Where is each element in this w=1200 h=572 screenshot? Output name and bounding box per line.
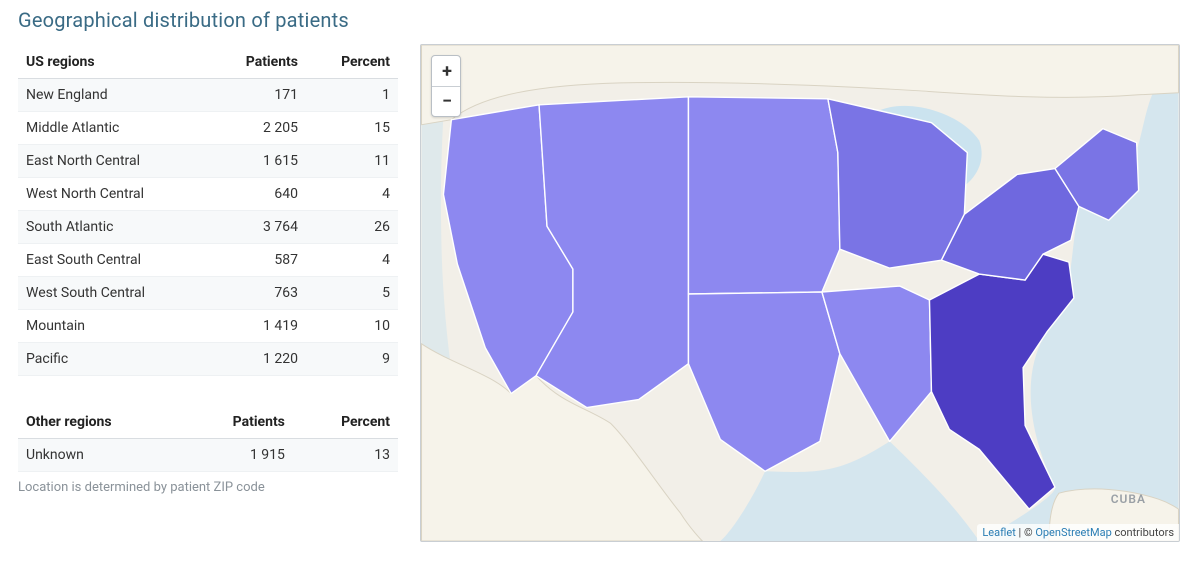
col-region: Other regions [18,404,182,439]
col-patients: Patients [182,404,292,439]
tables-panel: US regions Patients Percent New England1… [18,44,398,495]
cell-percent: 5 [306,277,398,310]
cell-percent: 4 [306,178,398,211]
table-row: Mountain1 41910 [18,310,398,343]
cell-percent: 10 [306,310,398,343]
cell-region: Mountain [18,310,209,343]
map-attribution: Leaflet | © OpenStreetMap contributors [977,524,1179,541]
attr-sep: | © [1016,526,1036,539]
cell-patients: 640 [209,178,306,211]
cell-region: West South Central [18,277,209,310]
cell-patients: 1 915 [182,439,292,472]
cell-percent: 15 [306,112,398,145]
cell-percent: 9 [306,343,398,376]
cell-percent: 4 [306,244,398,277]
cell-patients: 1 419 [209,310,306,343]
col-patients: Patients [209,44,306,79]
cell-region: East North Central [18,145,209,178]
cell-region: South Atlantic [18,211,209,244]
cell-patients: 587 [209,244,306,277]
cell-region: Unknown [18,439,182,472]
cell-region: West North Central [18,178,209,211]
zoom-out-button[interactable]: − [432,86,461,116]
table-row: New England1711 [18,79,398,112]
cell-percent: 11 [306,145,398,178]
attr-tail: contributors [1112,526,1174,539]
col-percent: Percent [306,44,398,79]
cell-patients: 2 205 [209,112,306,145]
osm-link[interactable]: OpenStreetMap [1035,526,1111,539]
cell-percent: 13 [293,439,398,472]
region-west-north-central[interactable] [688,97,839,294]
choropleth-map[interactable]: CUBA [421,45,1179,541]
cell-region: East South Central [18,244,209,277]
table-row: East North Central1 61511 [18,145,398,178]
cell-patients: 171 [209,79,306,112]
cell-percent: 26 [306,211,398,244]
table-row: West South Central7635 [18,277,398,310]
table-row: Unknown1 91513 [18,439,398,472]
table-footnote: Location is determined by patient ZIP co… [18,480,398,495]
table-row: Pacific1 2209 [18,343,398,376]
other-regions-table: Other regions Patients Percent Unknown1 … [18,404,398,472]
page-title: Geographical distribution of patients [18,8,1182,32]
cell-region: Middle Atlantic [18,112,209,145]
cell-percent: 1 [306,79,398,112]
us-regions-table: US regions Patients Percent New England1… [18,44,398,376]
zoom-in-button[interactable]: + [432,56,461,86]
cell-patients: 1 220 [209,343,306,376]
cell-patients: 3 764 [209,211,306,244]
zoom-control: + − [431,55,461,117]
cell-region: New England [18,79,209,112]
leaflet-link[interactable]: Leaflet [982,526,1015,539]
map-container[interactable]: CUBA + − Leaflet | © OpenStreetMap contr… [420,44,1180,542]
table-row: South Atlantic3 76426 [18,211,398,244]
cell-patients: 763 [209,277,306,310]
cuba-label: CUBA [1111,492,1146,506]
table-row: Middle Atlantic2 20515 [18,112,398,145]
table-row: West North Central6404 [18,178,398,211]
cell-region: Pacific [18,343,209,376]
cell-patients: 1 615 [209,145,306,178]
table-row: East South Central5874 [18,244,398,277]
col-region: US regions [18,44,209,79]
col-percent: Percent [293,404,398,439]
